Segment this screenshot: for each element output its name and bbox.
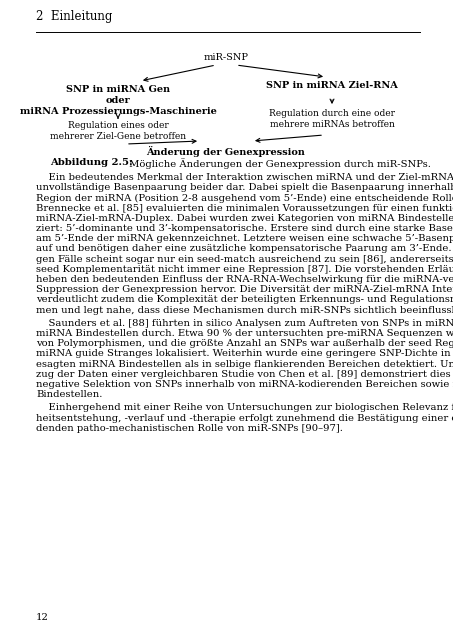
Text: ziert: 5’-dominante und 3’-kompensatorische. Erstere sind durch eine starke Base: ziert: 5’-dominante und 3’-kompensatoris… xyxy=(36,224,453,233)
Text: Saunders et al. [88] führten in silico Analysen zum Auftreten von SNPs in miRNAs: Saunders et al. [88] führten in silico A… xyxy=(36,319,453,328)
Text: miRNA guide Stranges lokalisiert. Weiterhin wurde eine geringere SNP-Dichte in v: miRNA guide Stranges lokalisiert. Weiter… xyxy=(36,349,453,358)
Text: zug der Daten einer vergleichbaren Studie von Chen et al. [89] demonstriert dies: zug der Daten einer vergleichbaren Studi… xyxy=(36,370,453,379)
Text: esagten miRNA Bindestellen als in selbige flankierenden Bereichen detektiert. Un: esagten miRNA Bindestellen als in selbig… xyxy=(36,360,453,369)
Text: heitsentstehung, -verlauf und -therapie erfolgt zunehmend die Bestätigung einer : heitsentstehung, -verlauf und -therapie … xyxy=(36,413,453,422)
Text: negative Selektion von SNPs innerhalb von miRNA-kodierenden Bereichen sowie miRN: negative Selektion von SNPs innerhalb vo… xyxy=(36,380,453,389)
Text: Mögliche Änderungen der Genexpression durch miR-SNPs.: Mögliche Änderungen der Genexpression du… xyxy=(126,158,431,169)
Text: am 5’-Ende der miRNA gekennzeichnet. Letztere weisen eine schwache 5’-Basenpaaru: am 5’-Ende der miRNA gekennzeichnet. Let… xyxy=(36,234,453,243)
Text: 2  Einleitung: 2 Einleitung xyxy=(36,10,112,23)
Text: gen Fälle scheint sogar nur ein seed-match ausreichend zu sein [86], andererseit: gen Fälle scheint sogar nur ein seed-mat… xyxy=(36,255,453,264)
Text: Regulation durch eine oder
mehrere miRNAs betroffen: Regulation durch eine oder mehrere miRNA… xyxy=(269,109,395,129)
Text: miR-SNP: miR-SNP xyxy=(203,53,249,62)
Text: unvollständige Basenpaarung beider dar. Dabei spielt die Basenpaarung innerhalb : unvollständige Basenpaarung beider dar. … xyxy=(36,183,453,192)
Text: SNP in miRNA Ziel-RNA: SNP in miRNA Ziel-RNA xyxy=(266,81,398,90)
Text: 12: 12 xyxy=(36,613,49,622)
Text: Abbildung 2.5:: Abbildung 2.5: xyxy=(50,158,132,167)
Text: Bindestellen.: Bindestellen. xyxy=(36,390,102,399)
Text: miRNA Bindestellen durch. Etwa 90 % der untersuchten pre-miRNA Sequenzen waren f: miRNA Bindestellen durch. Etwa 90 % der … xyxy=(36,329,453,338)
Text: Ein bedeutendes Merkmal der Interaktion zwischen miRNA und der Ziel-mRNA stellt : Ein bedeutendes Merkmal der Interaktion … xyxy=(36,173,453,182)
Text: Suppression der Genexpression hervor. Die Diversität der miRNA-Ziel-mRNA Interak: Suppression der Genexpression hervor. Di… xyxy=(36,285,453,294)
Text: seed Komplementarität nicht immer eine Repression [87]. Die vorstehenden Erläute: seed Komplementarität nicht immer eine R… xyxy=(36,265,453,274)
Text: auf und benötigen daher eine zusätzliche kompensatorische Paarung am 3’-Ende. In: auf und benötigen daher eine zusätzliche… xyxy=(36,244,453,253)
Text: Änderung der Genexpression: Änderung der Genexpression xyxy=(147,146,305,157)
Text: SNP in miRNA Gen
oder
miRNA Prozessierungs-Maschinerie: SNP in miRNA Gen oder miRNA Prozessierun… xyxy=(19,85,217,116)
Text: miRNA-Ziel-mRNA-Duplex. Dabei wurden zwei Kategorien von miRNA Bindestellen iden: miRNA-Ziel-mRNA-Duplex. Dabei wurden zwe… xyxy=(36,214,453,223)
Text: verdeutlicht zudem die Komplexität der beteiligten Erkennungs- und Regulationsme: verdeutlicht zudem die Komplexität der b… xyxy=(36,296,453,305)
Text: denden patho-mechanistischen Rolle von miR-SNPs [90–97].: denden patho-mechanistischen Rolle von m… xyxy=(36,424,343,433)
Text: von Polymorphismen, und die größte Anzahl an SNPs war außerhalb der seed Region : von Polymorphismen, und die größte Anzah… xyxy=(36,339,453,348)
Text: heben den bedeutenden Einfluss der RNA-RNA-Wechselwirkung für die miRNA-vermitte: heben den bedeutenden Einfluss der RNA-R… xyxy=(36,275,453,284)
Text: men und legt nahe, dass diese Mechanismen durch miR-SNPs sichtlich beeinflussbar: men und legt nahe, dass diese Mechanisme… xyxy=(36,305,453,315)
Text: Regulation eines oder
mehrerer Ziel-Gene betroffen: Regulation eines oder mehrerer Ziel-Gene… xyxy=(50,121,186,141)
Text: Brennecke et al. [85] evaluierten die minimalen Voraussetzungen für einen funkti: Brennecke et al. [85] evaluierten die mi… xyxy=(36,204,453,212)
Text: Einhergehend mit einer Reihe von Untersuchungen zur biologischen Relevanz für Kr: Einhergehend mit einer Reihe von Untersu… xyxy=(36,403,453,412)
Text: Region der miRNA (Position 2-8 ausgehend vom 5’-Ende) eine entscheidende Rolle [: Region der miRNA (Position 2-8 ausgehend… xyxy=(36,193,453,202)
